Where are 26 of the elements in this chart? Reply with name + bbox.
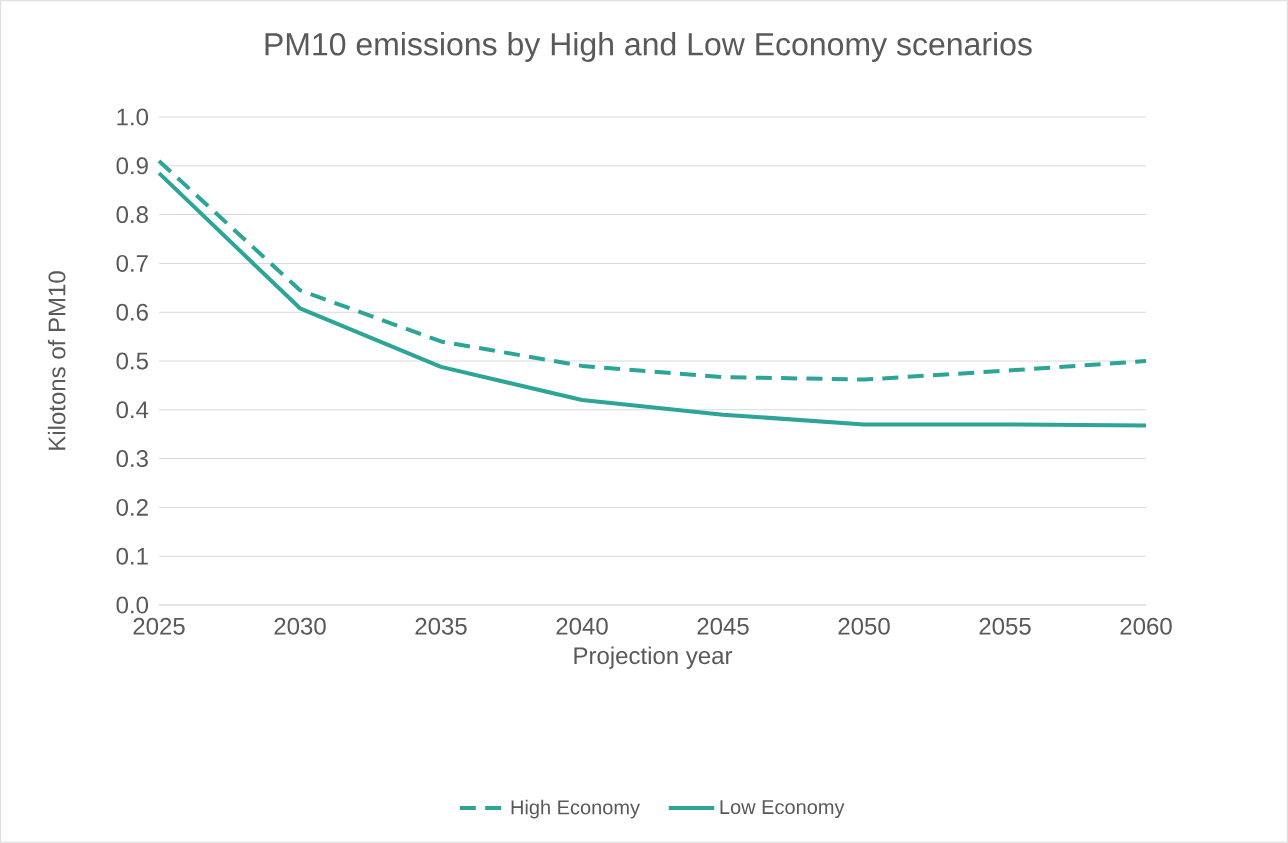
y-tick-label: 1.0: [117, 108, 149, 126]
y-axis-title: Kilotons of PM10: [47, 271, 66, 450]
x-tick-label: 2060: [1120, 617, 1172, 635]
line-series: [157, 171, 1149, 428]
y-tick-label: 0.5: [116, 352, 148, 370]
y-tick-label: 0.7: [116, 254, 148, 272]
y-tick-label: 0.9: [116, 157, 148, 175]
y-tick-label: 0.6: [116, 303, 148, 321]
x-tick-label: 2040: [556, 617, 608, 635]
y-tick-label: 0.3: [116, 450, 148, 468]
chart-title: PM10 emissions by High and Low Economy scenarios: [265, 32, 1032, 62]
x-tick-label: 2025: [133, 617, 185, 635]
x-tick-label: 2050: [838, 617, 890, 635]
legend-label: High Economy: [511, 799, 640, 819]
line-series: [157, 158, 1149, 382]
legend-label: Low Economy: [720, 800, 845, 819]
y-tick-label: 0.4: [116, 401, 149, 419]
x-tick-label: 2045: [697, 617, 749, 635]
x-tick-label: 2035: [415, 617, 467, 635]
y-tick-label: 0.8: [116, 206, 148, 224]
y-tick-label: 0.2: [116, 498, 148, 516]
y-tick-label: 0.0: [116, 596, 149, 614]
x-tick-label: 2030: [274, 617, 326, 635]
x-tick-label: 2055: [979, 617, 1031, 635]
x-axis-title: Projection year: [574, 646, 733, 669]
y-tick-label: 0.1: [116, 547, 148, 565]
